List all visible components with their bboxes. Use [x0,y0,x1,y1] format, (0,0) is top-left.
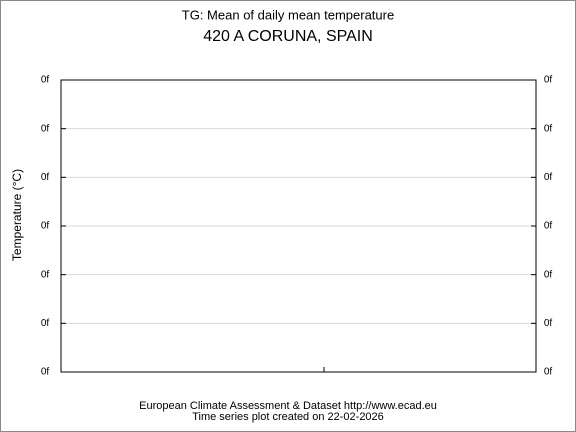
y2-tick-label: 0f [544,221,553,232]
y2-tick-label: 0f [544,75,553,86]
y2-tick-label: 0f [544,367,553,378]
chart-subtitle: 420 A CORUNA, SPAIN [203,28,373,45]
y2-tick-label: 0f [544,172,553,183]
y2-tick-label: 0f [544,123,553,134]
y-tick-label: 0f [41,172,50,183]
footer-line: Time series plot created on 22-02-2026 [192,411,384,423]
y-tick-label: 0f [41,75,50,86]
y2-tick-label: 0f [544,318,553,329]
y-axis-label: Temperature (°C) [10,169,24,261]
y-tick-label: 0f [41,221,50,232]
y-tick-label: 0f [41,367,50,378]
chart-title: TG: Mean of daily mean temperature [182,7,394,22]
y-tick-label: 0f [41,318,50,329]
y-tick-label: 0f [41,269,50,280]
y2-tick-label: 0f [544,269,553,280]
y-tick-label: 0f [41,123,50,134]
footer-line: European Climate Assessment & Dataset ht… [139,400,437,412]
